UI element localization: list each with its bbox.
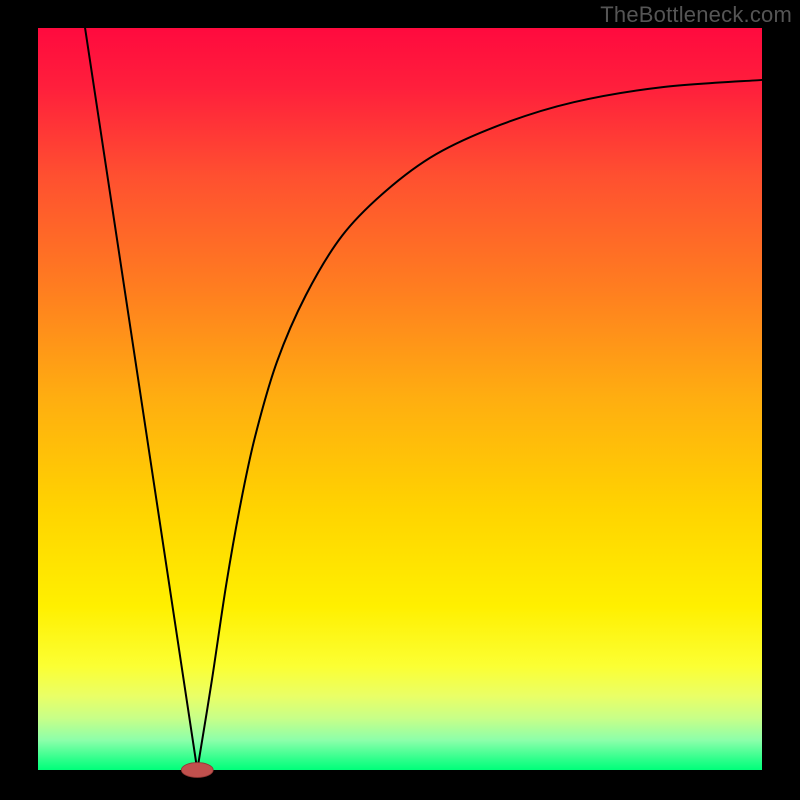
frame-right <box>762 0 800 800</box>
optimum-marker <box>181 763 213 778</box>
frame-left <box>0 0 38 800</box>
gradient-background <box>38 28 762 770</box>
frame-bottom <box>0 770 800 800</box>
bottleneck-chart-svg <box>0 0 800 800</box>
chart-canvas <box>0 0 800 800</box>
watermark-text: TheBottleneck.com <box>600 2 792 28</box>
